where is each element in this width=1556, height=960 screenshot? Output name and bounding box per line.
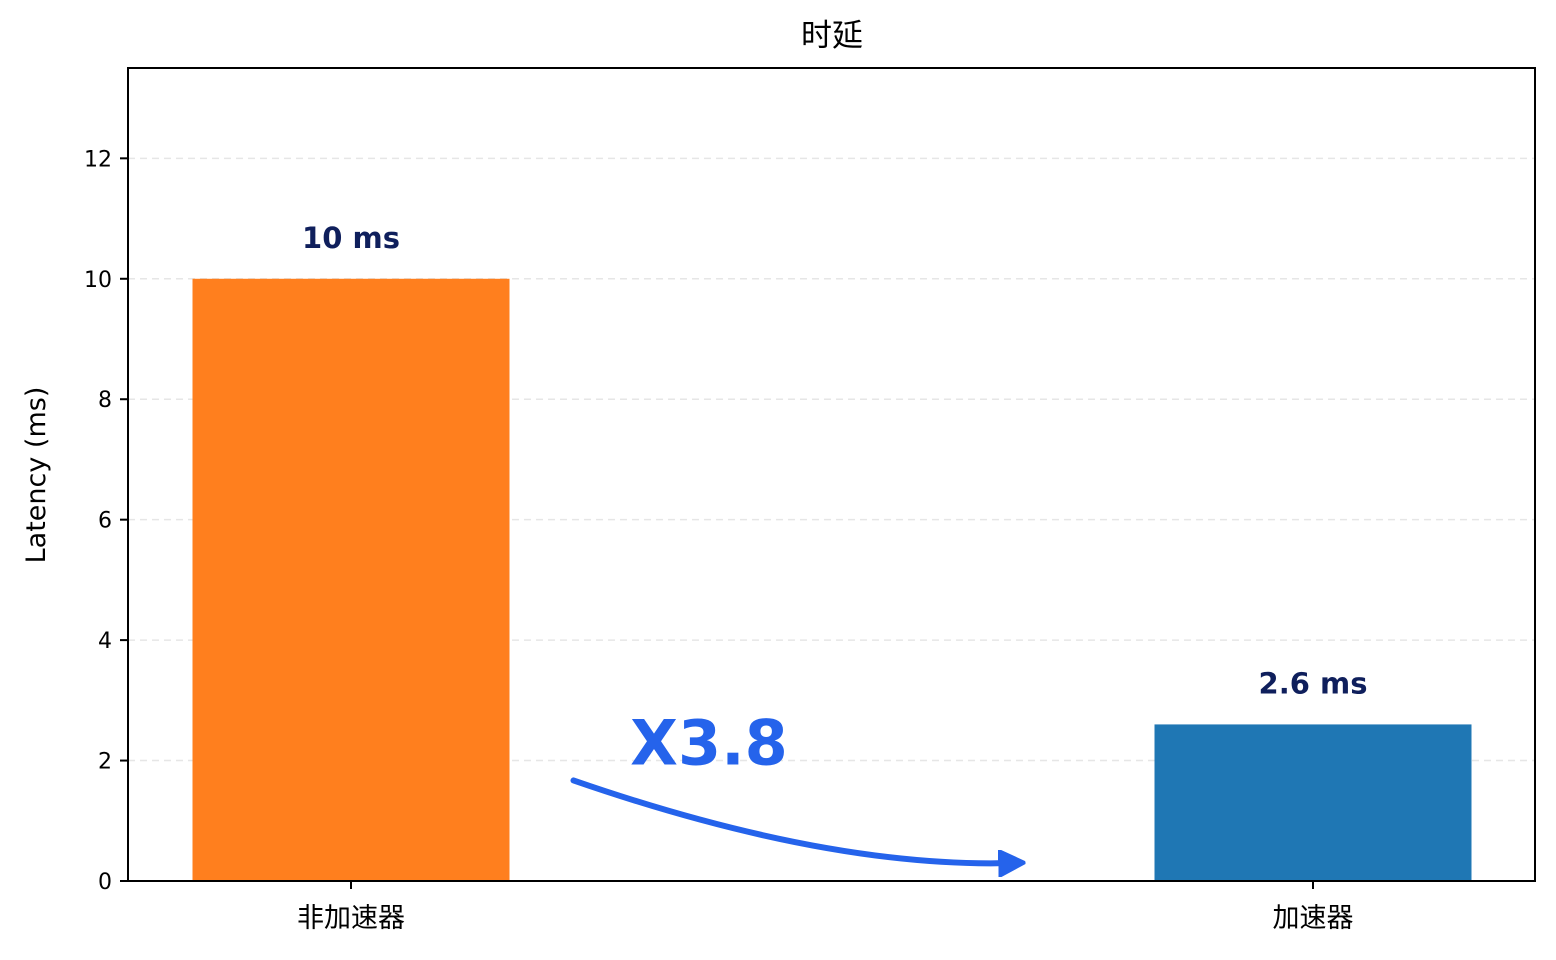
data-labels: 10 ms 2.6 ms: [302, 221, 1367, 701]
y-axis-title: Latency (ms): [21, 387, 52, 564]
data-label: 2.6 ms: [1259, 666, 1368, 700]
bars: [192, 278, 1472, 881]
y-tick-label: 0: [98, 870, 112, 895]
x-tick-label: 非加速器: [297, 903, 405, 934]
y-tick-label: 6: [98, 509, 112, 534]
x-tick-label: 加速器: [1273, 903, 1354, 934]
chart-title: 时延: [801, 18, 863, 54]
data-label: 10 ms: [302, 221, 400, 255]
bar: [1154, 724, 1472, 881]
y-tick-label: 4: [98, 629, 112, 654]
speedup-annotation: X3.8: [570, 706, 1015, 863]
y-tick-label: 10: [84, 268, 112, 293]
bar: [192, 278, 510, 881]
y-tick-label: 12: [84, 147, 112, 172]
y-tick-label: 2: [98, 750, 112, 775]
speedup-arrow: [570, 777, 1015, 863]
axis-ticks: 0 2 4 6 8 10 12 非加速器 加速器: [84, 147, 1354, 934]
speedup-label: X3.8: [630, 706, 788, 779]
y-tick-label: 8: [98, 388, 112, 413]
plot-frame: [127, 67, 1536, 882]
